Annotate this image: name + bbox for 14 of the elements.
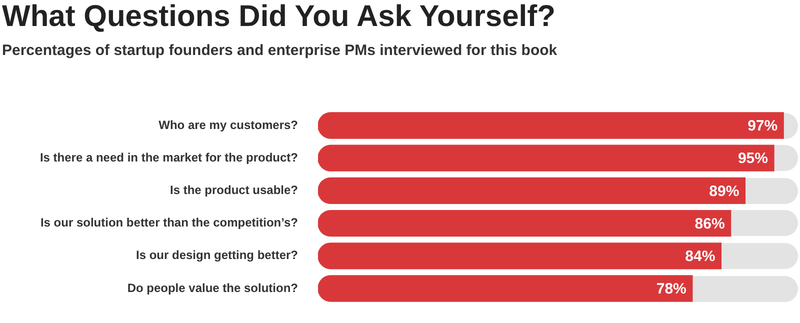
data-label: 86% <box>694 215 725 232</box>
data-label: 89% <box>709 182 740 200</box>
data-label: 97% <box>748 118 778 135</box>
y-tick-label: Is there a need in the market for the product? <box>40 150 298 164</box>
chart-subtitle: Percentages of startup founders and enterprise PMs interviewed for this book <box>2 42 558 59</box>
data-label: 95% <box>738 150 768 168</box>
chart-title: What Questions Did You Ask Yourself? <box>2 0 556 34</box>
y-tick-label: Do people value the solution? <box>127 280 298 295</box>
y-tick-label: Who are my customers? <box>158 118 298 132</box>
data-label: 78% <box>656 280 686 298</box>
data-label: 84% <box>685 248 716 266</box>
y-tick-label: Is our design getting better? <box>136 248 298 262</box>
y-tick-label: Is the product usable? <box>170 183 298 198</box>
y-tick-label: Is our solution better than the competition’s? <box>40 216 298 230</box>
